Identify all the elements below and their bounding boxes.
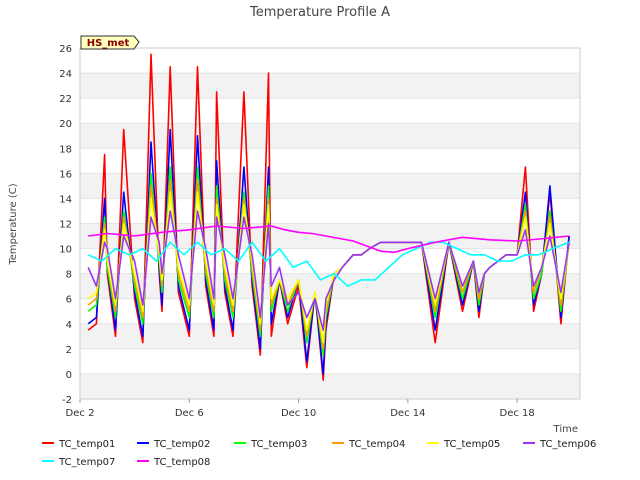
y-tick-label: 14 xyxy=(59,194,72,205)
y-axis-label: Temperature (C) xyxy=(8,183,19,265)
y-tick-label: 12 xyxy=(59,220,72,231)
legend-item-TC_temp02: TC_temp02 xyxy=(137,439,210,450)
legend: TC_temp01 TC_temp02 TC_temp03 TC_temp04 TC_t… xyxy=(42,439,596,468)
legend-label: TC_temp07 xyxy=(58,457,115,468)
y-tick-label: 4 xyxy=(66,320,72,331)
y-tick-label: -2 xyxy=(62,395,72,406)
x-tick-label: Dec 10 xyxy=(281,408,316,419)
x-tick-label: Dec 2 xyxy=(66,408,95,419)
y-tick-label: 26 xyxy=(59,44,72,55)
y-tick-label: 2 xyxy=(66,345,72,356)
background-band xyxy=(80,173,580,199)
y-tick-label: 20 xyxy=(59,119,72,130)
y-tick-label: 0 xyxy=(66,370,72,381)
hs-met-badge: HS_met xyxy=(80,35,140,50)
background-band xyxy=(80,123,580,149)
legend-item-TC_temp03: TC_temp03 xyxy=(234,439,307,450)
x-axis-ticks: Dec 2 Dec 6 Dec 10 Dec 14 Dec 18 xyxy=(66,399,535,419)
badge-label: HS_met xyxy=(87,38,130,49)
background-band xyxy=(80,73,580,99)
plot-area-border xyxy=(79,47,581,400)
plot-background-bands xyxy=(80,73,580,399)
background-band xyxy=(80,373,580,399)
x-axis-label: Time xyxy=(553,424,578,435)
x-tick-label: Dec 18 xyxy=(500,408,535,419)
series-lines xyxy=(87,53,570,382)
y-tick-label: 24 xyxy=(59,69,72,80)
y-tick-label: 22 xyxy=(59,94,72,105)
chart-title: Temperature Profile A xyxy=(249,5,390,20)
legend-label: TC_temp03 xyxy=(250,439,307,450)
series-line-TC_temp05 xyxy=(87,191,570,344)
legend-item-TC_temp04: TC_temp04 xyxy=(332,439,405,450)
legend-label: TC_temp02 xyxy=(153,439,210,450)
legend-label: TC_temp05 xyxy=(443,439,500,450)
legend-label: TC_temp04 xyxy=(348,439,405,450)
y-tick-label: 10 xyxy=(59,245,72,256)
series-line-TC_temp08 xyxy=(88,225,570,254)
legend-item-TC_temp05: TC_temp05 xyxy=(427,439,500,450)
legend-item-TC_temp07: TC_temp07 xyxy=(42,457,115,468)
background-band xyxy=(80,323,580,349)
y-tick-label: 16 xyxy=(59,169,72,180)
legend-item-TC_temp06: TC_temp06 xyxy=(523,439,596,450)
series-line-TC_temp07 xyxy=(87,241,570,288)
series-line-TC_temp06 xyxy=(87,210,570,331)
y-tick-label: 6 xyxy=(66,295,72,306)
legend-label: TC_temp08 xyxy=(153,457,210,468)
legend-item-TC_temp01: TC_temp01 xyxy=(42,439,115,450)
legend-label: TC_temp06 xyxy=(539,439,596,450)
x-tick-label: Dec 6 xyxy=(175,408,204,419)
legend-label: TC_temp01 xyxy=(58,439,115,450)
y-tick-label: 18 xyxy=(59,144,72,155)
x-tick-label: Dec 14 xyxy=(390,408,425,419)
y-tick-label: 8 xyxy=(66,270,72,281)
legend-item-TC_temp08: TC_temp08 xyxy=(137,457,210,468)
